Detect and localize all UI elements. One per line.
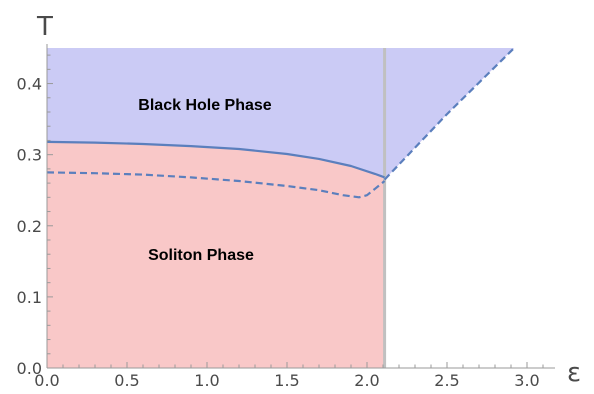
y-tick-label: 0.0 — [17, 359, 42, 378]
soliton-phase-label: Soliton Phase — [148, 247, 254, 264]
x-tick-label: 0.5 — [114, 371, 139, 390]
x-tick-label: 1.5 — [274, 371, 299, 390]
x-axis-title: ε — [567, 358, 581, 388]
phase-boundary-curves — [46, 47, 515, 199]
solid-boundary-curve — [46, 140, 385, 179]
soliton-region — [47, 141, 385, 368]
phase-regions — [47, 48, 515, 368]
axis-ticks: 0.0 0.5 1.0 1.5 2.0 2.5 3.0 0.0 0.1 0.2 0.3 0.4 — [17, 54, 544, 390]
black-hole-phase-label: Black Hole Phase — [138, 97, 272, 114]
x-tick-label: 2.0 — [354, 371, 379, 390]
y-tick-label: 0.3 — [17, 146, 42, 165]
black-hole-region — [47, 48, 385, 178]
y-tick-label: 0.1 — [17, 288, 42, 307]
y-tick-label: 0.4 — [17, 75, 42, 94]
x-tick-label: 3.0 — [514, 371, 539, 390]
black-hole-region-right — [384, 48, 515, 180]
dashed-boundary-curve — [46, 171, 386, 199]
x-tick-label: 1.0 — [194, 371, 219, 390]
y-tick-label: 0.2 — [17, 217, 42, 236]
x-tick-label: 0.0 — [34, 371, 59, 390]
x-tick-label: 2.5 — [434, 371, 459, 390]
y-axis-title: T — [36, 12, 53, 42]
dashed-boundary-curve — [383, 47, 515, 181]
